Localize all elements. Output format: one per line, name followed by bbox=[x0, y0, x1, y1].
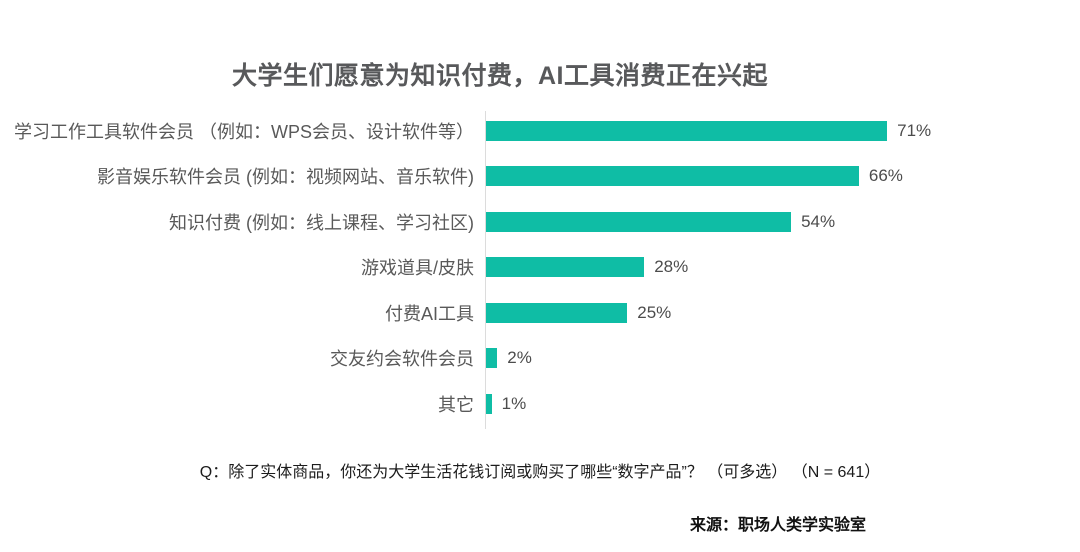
bar bbox=[486, 348, 498, 369]
value-label: 2% bbox=[507, 348, 532, 368]
chart-row: 其它 1% bbox=[0, 381, 1080, 427]
category-label: 交友约会软件会员 bbox=[330, 349, 474, 370]
bar bbox=[486, 211, 792, 232]
chart-row: 学习工作工具软件会员 （例如：WPS会员、设计软件等） 71% bbox=[0, 108, 1080, 154]
chart-title: 大学生们愿意为知识付费，AI工具消费正在兴起 bbox=[231, 62, 768, 90]
value-label: 66% bbox=[868, 166, 903, 186]
bar bbox=[486, 257, 645, 278]
chart-row: 付费AI工具 25% bbox=[0, 290, 1080, 336]
y-axis-line bbox=[485, 111, 486, 429]
category-label: 知识付费 (例如：线上课程、学习社区) bbox=[169, 212, 474, 233]
bar bbox=[486, 166, 859, 187]
value-label: 25% bbox=[637, 302, 672, 322]
source-attribution: 来源：职场人类学实验室 bbox=[690, 517, 867, 534]
bar-chart: 学习工作工具软件会员 （例如：WPS会员、设计软件等） 71% 影音娱乐软件会员 (… bbox=[0, 108, 1080, 427]
bar bbox=[486, 120, 888, 141]
category-label: 游戏道具/皮肤 bbox=[360, 258, 474, 279]
chart-row: 影音娱乐软件会员 (例如：视频网站、音乐软件) 66% bbox=[0, 154, 1080, 200]
category-label: 其它 bbox=[438, 394, 474, 415]
chart-row: 交友约会软件会员 2% bbox=[0, 336, 1080, 382]
category-label: 影音娱乐软件会员 (例如：视频网站、音乐软件) bbox=[97, 167, 474, 188]
category-label: 学习工作工具软件会员 （例如：WPS会员、设计软件等） bbox=[14, 121, 474, 142]
chart-row: 游戏道具/皮肤 28% bbox=[0, 245, 1080, 291]
survey-question: Q：除了实体商品，你还为大学生活花钱订阅或购买了哪些“数字产品”？ （可多选） … bbox=[199, 464, 881, 481]
bar bbox=[486, 393, 492, 414]
value-label: 71% bbox=[897, 120, 932, 140]
value-label: 1% bbox=[501, 393, 527, 413]
bar bbox=[486, 302, 628, 323]
category-label: 付费AI工具 bbox=[384, 303, 474, 324]
value-label: 54% bbox=[801, 211, 836, 231]
value-label: 28% bbox=[654, 257, 689, 277]
chart-row: 知识付费 (例如：线上课程、学习社区) 54% bbox=[0, 199, 1080, 245]
